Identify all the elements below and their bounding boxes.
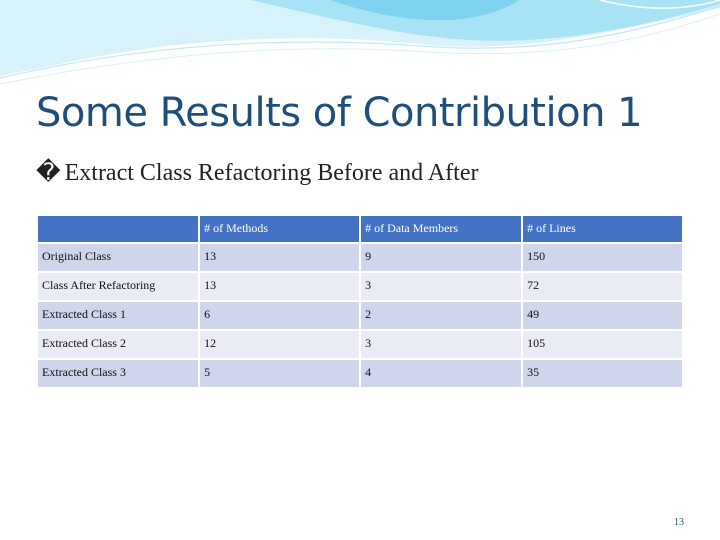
methods-cell: 6 [198,300,362,331]
methods-cell: 12 [198,329,362,360]
table-row: Extracted Class 2 12 3 105 [35,329,684,360]
bullet-item: � Extract Class Refactoring Before and Af… [36,158,478,187]
table-row: Class After Refactoring 13 3 72 [35,271,684,302]
header-cell-methods: # of Methods [198,214,362,244]
table-header-row: # of Methods # of Data Members # of Line… [35,214,684,244]
row-label: Extracted Class 3 [35,358,201,389]
methods-cell: 5 [198,358,362,389]
decorative-wave-banner [0,0,720,85]
lines-cell: 72 [521,271,684,302]
table-row: Extracted Class 3 5 4 35 [35,358,684,389]
methods-cell: 13 [198,271,362,302]
row-label: Class After Refactoring [35,271,201,302]
bullet-text: Extract Class Refactoring Before and Aft… [64,160,479,186]
header-cell-lines: # of Lines [521,214,684,244]
header-cell-empty [35,214,201,244]
data-members-cell: 2 [359,300,524,331]
data-members-cell: 3 [359,329,524,360]
lines-cell: 105 [521,329,684,360]
lines-cell: 150 [521,242,684,273]
results-table: # of Methods # of Data Members # of Line… [35,214,684,389]
methods-cell: 13 [198,242,362,273]
data-members-cell: 4 [359,358,524,389]
bullet-glyph: � [36,160,61,186]
page-number: 13 [674,517,684,528]
lines-cell: 35 [521,358,684,389]
slide-title: Some Results of Contribution 1 [36,90,643,136]
table-row: Extracted Class 1 6 2 49 [35,300,684,331]
row-label: Extracted Class 1 [35,300,201,331]
data-members-cell: 3 [359,271,524,302]
row-label: Extracted Class 2 [35,329,201,360]
header-cell-data-members: # of Data Members [359,214,524,244]
table-row: Original Class 13 9 150 [35,242,684,273]
row-label: Original Class [35,242,201,273]
data-members-cell: 9 [359,242,524,273]
lines-cell: 49 [521,300,684,331]
